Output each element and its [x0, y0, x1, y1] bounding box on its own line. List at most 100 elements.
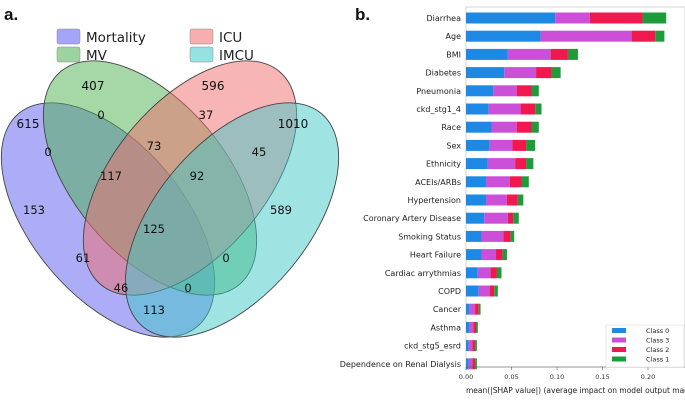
- bar-segment: [520, 103, 536, 115]
- venn-region-mv-imcu: 0: [222, 251, 229, 265]
- venn-region-icu-imcu: 45: [252, 145, 267, 159]
- bar-segment: [531, 85, 539, 97]
- bar-segment: [491, 121, 517, 133]
- bar-segment: [475, 340, 477, 352]
- bar-segment: [466, 212, 485, 224]
- bar-segment: [478, 285, 490, 297]
- x-axis-title: mean(|SHAP value|) (average impact on mo…: [466, 386, 685, 395]
- bar-segment: [466, 249, 482, 261]
- bar-segment: [466, 340, 469, 352]
- bar-segment: [503, 230, 511, 242]
- category-label: Sex: [446, 141, 461, 150]
- bar-segment: [466, 67, 505, 79]
- venn-region-mortality-only: 153: [23, 203, 45, 217]
- legend-swatch: [612, 347, 626, 352]
- x-tick-label: 0.00: [459, 373, 473, 381]
- bar-group: [466, 12, 667, 370]
- bar-segment: [486, 176, 510, 188]
- venn-total-imcu: 1010: [278, 117, 309, 131]
- venn-region-mortality-icu-imcu: 46: [114, 281, 129, 295]
- bar-segment: [466, 358, 469, 370]
- bar-segment: [642, 12, 667, 24]
- bar-segment: [466, 194, 487, 206]
- bar-segment: [502, 249, 507, 261]
- legend-swatch: [612, 337, 626, 343]
- bar-segment: [513, 212, 519, 224]
- bar-segment: [526, 158, 534, 170]
- bar-segment: [531, 121, 539, 133]
- venn-set-imcu: [124, 102, 340, 338]
- category-label: COPD: [438, 287, 461, 296]
- bar-segment: [469, 303, 476, 315]
- bar-segment: [496, 249, 503, 261]
- bar-segment: [477, 267, 491, 279]
- bar-segment: [475, 358, 477, 370]
- bar-segment: [466, 267, 478, 279]
- category-label: Dependence on Renal Dialysis: [340, 360, 461, 369]
- category-label-group: Diarrhea Age BMI Diabetes Pneumonia ckd_stg1_…: [340, 14, 462, 369]
- bar-segment: [489, 139, 513, 151]
- venn-diagram: a. Mortality MV ICU IMCU 615 407 596 101…: [0, 5, 340, 338]
- venn-region-mortality-mv-icu: 117: [100, 169, 122, 183]
- bar-segment: [466, 321, 470, 333]
- venn-region-mv-icu: 73: [147, 139, 162, 153]
- legend-label: Class 2: [646, 346, 669, 354]
- category-label: Coronary Artery Disease: [363, 214, 461, 223]
- bar-segment: [472, 340, 476, 352]
- bar-segment: [515, 158, 527, 170]
- bar-segment: [475, 303, 479, 315]
- x-tick-label: 0.10: [550, 373, 564, 381]
- bar-segment: [466, 12, 556, 24]
- venn-region-mortality-mv: 0: [44, 145, 51, 159]
- bar-segment: [468, 358, 473, 370]
- venn-total-mortality: 615: [17, 117, 40, 131]
- category-label: ckd_stg5_esrd: [404, 342, 461, 351]
- bar-segment: [466, 30, 541, 42]
- legend-swatch-mv: [56, 46, 81, 63]
- bar-segment: [466, 285, 479, 297]
- shap-bar-chart: b. Diarrhea Age BMI Diabetes Pneumonia ckd_st…: [340, 5, 685, 395]
- panel-label-b: b.: [355, 5, 370, 24]
- bar-segment: [478, 303, 481, 315]
- bar-segment: [550, 48, 568, 60]
- bar-segment: [631, 30, 656, 42]
- legend-label: Class 0: [646, 327, 669, 335]
- venn-total-mv: 407: [82, 79, 105, 93]
- category-label: Ethnicity: [426, 160, 461, 169]
- legend-swatch-imcu: [189, 46, 214, 63]
- bar-segment: [540, 30, 632, 42]
- x-tick-label: 0.20: [641, 373, 655, 381]
- x-tick-label: 0.05: [504, 373, 518, 381]
- bar-segment: [521, 176, 529, 188]
- bar-segment: [473, 321, 477, 333]
- bar-segment: [490, 267, 497, 279]
- category-label: Asthma: [430, 323, 461, 332]
- bar-segment: [487, 158, 516, 170]
- bar-segment: [489, 285, 495, 297]
- legend-label-mortality: Mortality: [86, 30, 146, 46]
- bar-segment: [551, 67, 561, 79]
- legend-swatch: [612, 328, 626, 333]
- x-tick-group: 0.00 0.05 0.10 0.15 0.20: [459, 366, 685, 381]
- x-tick-label: 0.15: [595, 373, 609, 381]
- bar-segment: [507, 212, 514, 224]
- venn-region-mv-icu-imcu: 92: [190, 169, 205, 183]
- legend-label: Class 3: [646, 337, 669, 345]
- bar-segment: [507, 48, 551, 60]
- category-label: ckd_stg1_4: [416, 105, 461, 114]
- bar-segment: [589, 12, 643, 24]
- bar-segment: [484, 212, 508, 224]
- bar-segment: [535, 103, 542, 115]
- category-label: Cardiac arrythmias: [385, 269, 461, 278]
- venn-region-all: 125: [143, 222, 165, 236]
- venn-region-mortality-imcu: 113: [143, 303, 165, 317]
- bar-segment: [466, 230, 482, 242]
- bar-segment: [494, 285, 498, 297]
- legend-label: Class 1: [646, 356, 669, 364]
- bar-segment: [516, 85, 532, 97]
- legend-swatch-mortality: [56, 28, 81, 45]
- legend-label-icu: ICU: [219, 30, 242, 46]
- venn-region-mortality-icu: 61: [76, 251, 91, 265]
- legend-label-imcu: IMCU: [219, 48, 254, 64]
- bar-segment: [526, 139, 536, 151]
